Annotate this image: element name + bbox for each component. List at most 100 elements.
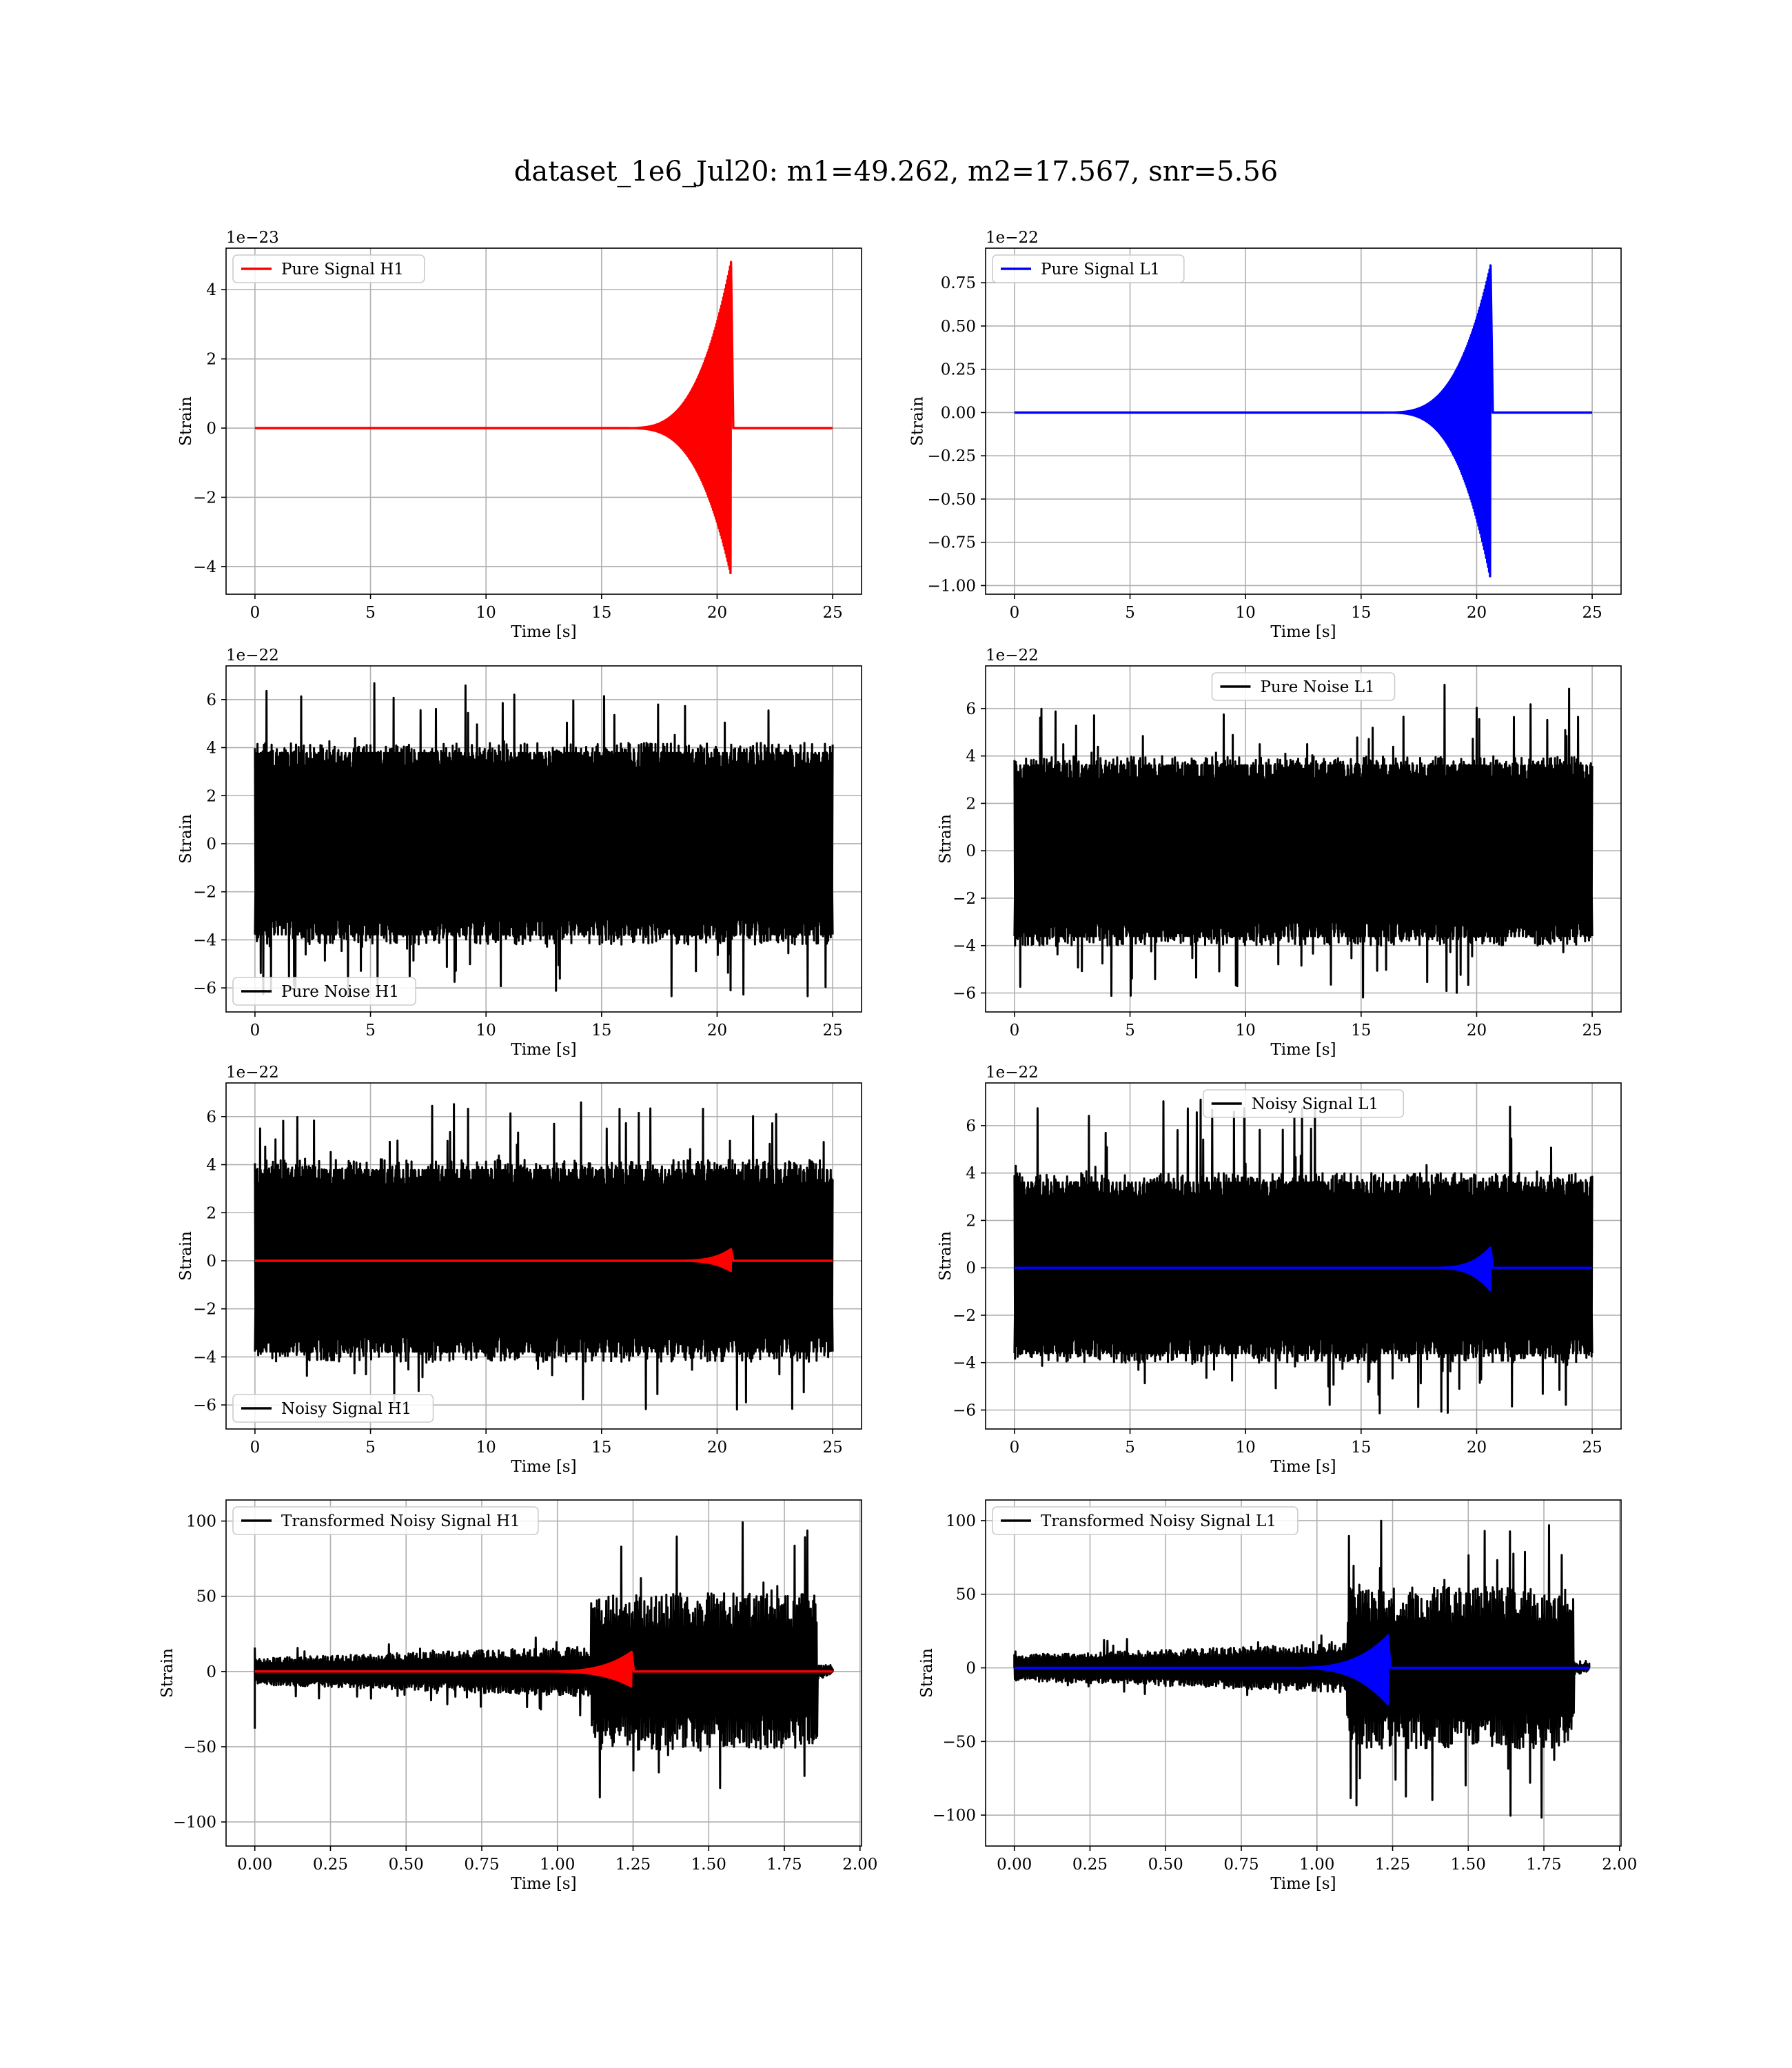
y-tick-label: 6 <box>966 1117 976 1135</box>
x-tick-label: 0.75 <box>464 1856 499 1874</box>
legend: Pure Signal H1 <box>232 254 425 283</box>
y-tick-label: −0.50 <box>928 491 976 509</box>
series-group <box>1013 683 1594 999</box>
x-tick-label: 0.50 <box>1148 1856 1183 1874</box>
y-axis-label: Strain <box>177 396 195 446</box>
x-tick-label: 2.00 <box>842 1856 877 1874</box>
legend-frame <box>232 254 425 283</box>
x-axis-label: Time [s] <box>511 623 576 641</box>
y-tick-label: 2 <box>966 1212 976 1230</box>
offset-text: 1e−22 <box>226 647 279 665</box>
x-tick-label: 10 <box>1236 1022 1256 1040</box>
legend-frame <box>232 1394 434 1423</box>
series-line-noisy-signal-h1 <box>254 1101 834 1411</box>
series-group <box>1014 264 1593 578</box>
legend-label: Pure Signal H1 <box>281 261 404 278</box>
subplot-4: 0 5 10 15 20 25 −6 −4 −2 0 2 4 6 Time [s] Strain 1e−22 P… <box>937 647 1622 1059</box>
y-tick-label: −1.00 <box>928 577 976 595</box>
axes-frame <box>985 247 1622 595</box>
x-tick-label: 15 <box>1351 1439 1371 1457</box>
x-tick-label: 20 <box>1467 1439 1487 1457</box>
legend-frame <box>992 1506 1299 1535</box>
x-tick-label: 0 <box>1010 1439 1020 1457</box>
x-tick-label: 10 <box>1236 604 1256 622</box>
series-line-pure-signal-l1 <box>1014 264 1593 578</box>
y-axis-label: Strain <box>937 814 955 864</box>
x-tick-label: 25 <box>1582 1022 1602 1040</box>
offset-text: 1e−22 <box>226 1064 279 1082</box>
y-tick-label: −6 <box>193 1397 216 1415</box>
subplot-3: 0 5 10 15 20 25 −6 −4 −2 0 2 4 6 Time [s] Strain 1e−22 P… <box>177 647 862 1059</box>
x-tick-label: 15 <box>591 1439 611 1457</box>
y-tick-label: −4 <box>953 1355 976 1372</box>
y-tick-label: 2 <box>966 795 976 813</box>
y-tick-label: 0 <box>966 1660 976 1678</box>
x-tick-label: 15 <box>591 1022 611 1040</box>
y-tick-label: −0.75 <box>928 534 976 552</box>
legend-label: Pure Signal L1 <box>1041 261 1160 278</box>
x-tick-label: 1.75 <box>766 1856 802 1874</box>
y-tick-label: −2 <box>193 884 216 902</box>
legend: Noisy Signal L1 <box>1202 1089 1405 1118</box>
y-tick-label: −4 <box>193 931 216 949</box>
legend-frame <box>992 254 1185 283</box>
y-axis-label: Strain <box>177 814 195 864</box>
y-tick-label: −2 <box>953 1307 976 1325</box>
axes-frame <box>225 665 862 1013</box>
y-tick-label: −4 <box>193 1348 216 1366</box>
series-line-noisy-signal-l1 <box>1013 1098 1594 1415</box>
y-tick-label: 4 <box>206 281 216 299</box>
x-tick-label: 1.00 <box>540 1856 575 1874</box>
x-axis-label: Time [s] <box>1270 1458 1336 1476</box>
y-tick-label: 6 <box>206 691 216 709</box>
series-group <box>254 261 833 574</box>
grid <box>226 248 862 594</box>
legend-label: Transformed Noisy Signal L1 <box>1041 1512 1276 1530</box>
x-tick-label: 1.75 <box>1526 1856 1561 1874</box>
legend-frame <box>1202 1089 1405 1118</box>
x-tick-label: 0.00 <box>997 1856 1032 1874</box>
y-tick-label: −6 <box>953 1401 976 1419</box>
x-tick-label: 0.00 <box>237 1856 272 1874</box>
legend-label: Transformed Noisy Signal H1 <box>281 1512 520 1530</box>
series-line-transformed-noisy-signal-h1 <box>254 1521 834 1798</box>
x-tick-label: 0.25 <box>313 1856 348 1874</box>
y-tick-label: 4 <box>966 748 976 766</box>
x-tick-label: 1.25 <box>1375 1856 1410 1874</box>
series-line-overlay-1 <box>254 1248 833 1273</box>
x-tick-label: 15 <box>1351 604 1371 622</box>
series-line-pure-noise-l1 <box>1013 683 1594 999</box>
x-tick-label: 1.50 <box>691 1856 726 1874</box>
x-tick-label: 5 <box>1125 604 1135 622</box>
series-line-overlay-1 <box>1014 1246 1593 1292</box>
y-tick-label: −4 <box>953 937 976 955</box>
legend-frame <box>1211 672 1396 701</box>
y-axis-label: Strain <box>918 1648 936 1698</box>
x-tick-label: 10 <box>476 604 496 622</box>
y-tick-label: −2 <box>953 890 976 908</box>
x-axis-label: Time [s] <box>1270 1875 1336 1893</box>
y-tick-label: −2 <box>193 489 216 507</box>
x-tick-label: 20 <box>1467 604 1487 622</box>
x-tick-label: 5 <box>365 1022 376 1040</box>
x-tick-label: 20 <box>707 1439 727 1457</box>
y-tick-label: 100 <box>946 1512 976 1530</box>
y-tick-label: 0.50 <box>941 318 976 336</box>
x-axis-label: Time [s] <box>511 1041 576 1059</box>
y-tick-label: 2 <box>206 351 216 369</box>
legend-label: Pure Noise L1 <box>1260 678 1374 696</box>
x-tick-label: 0 <box>1010 604 1020 622</box>
legend: Transformed Noisy Signal H1 <box>232 1506 539 1535</box>
legend: Transformed Noisy Signal L1 <box>992 1506 1299 1535</box>
axes-frame <box>985 1082 1622 1430</box>
y-tick-label: −100 <box>933 1807 976 1825</box>
y-axis-label: Strain <box>909 396 927 446</box>
y-tick-label: 100 <box>186 1513 216 1531</box>
legend: Pure Noise L1 <box>1211 672 1396 701</box>
x-tick-label: 0 <box>250 604 261 622</box>
series-group <box>254 682 834 999</box>
y-tick-label: −2 <box>193 1301 216 1319</box>
x-tick-label: 0 <box>250 1022 261 1040</box>
axes-frame <box>225 1499 862 1847</box>
